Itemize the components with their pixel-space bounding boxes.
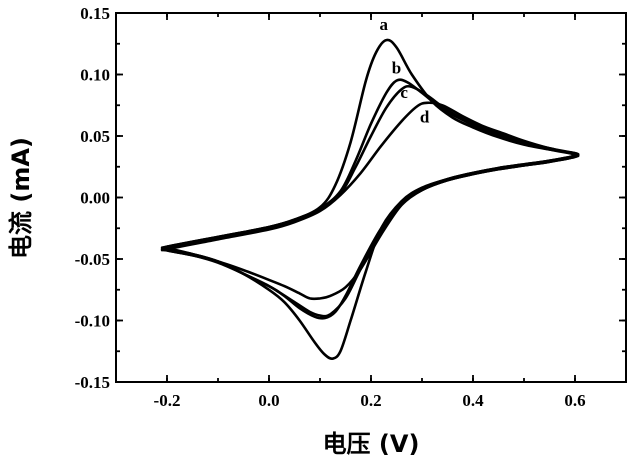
y-tick-label: -0.10	[75, 312, 110, 331]
y-tick-label: 0.05	[80, 127, 110, 146]
cv-curve-d	[162, 103, 578, 299]
curve-label-a: a	[380, 15, 389, 34]
curve-labels: a bcd	[380, 15, 430, 126]
y-tick-label: 0.10	[80, 66, 110, 85]
y-tick-label: 0.15	[80, 4, 110, 23]
y-tick-label: -0.15	[75, 373, 110, 392]
ticks: -0.2 0.0 0.2 0.4 0.6 -0.15 -0.10 -0.05 0.00 0.05 0…	[75, 4, 626, 410]
curve-label-b: b	[392, 58, 401, 77]
x-tick-label: 0.0	[258, 391, 279, 410]
x-tick-label: -0.2	[154, 391, 181, 410]
cv-curve-c	[162, 86, 578, 316]
x-tick-label: 0.4	[462, 391, 484, 410]
x-tick-label: 0.6	[564, 391, 585, 410]
x-axis-title: 电压 (V)	[323, 430, 420, 458]
x-tick-label: 0.2	[360, 391, 381, 410]
y-tick-label: -0.05	[75, 250, 110, 269]
y-tick-label: 0.00	[80, 189, 110, 208]
curves	[162, 40, 578, 359]
curve-label-d: d	[420, 107, 430, 126]
curve-label-c: c	[400, 83, 408, 102]
y-axis-title: 电流 (mA)	[7, 137, 35, 259]
cv-curve-b	[162, 80, 578, 319]
cv-curve-a	[162, 40, 578, 359]
